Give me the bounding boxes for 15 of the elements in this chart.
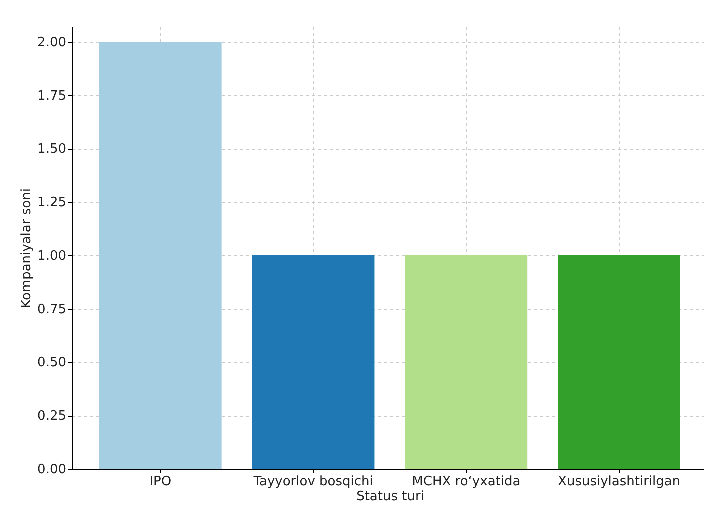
x-tick-label: Xususiylashtirilgan xyxy=(558,474,681,490)
y-tick-label: 0.00 xyxy=(38,462,66,478)
y-tick-label: 0.75 xyxy=(38,302,66,318)
y-tick-label: 0.50 xyxy=(38,356,66,371)
y-tick-label: 0.25 xyxy=(38,409,66,424)
y-axis-title: Kompaniyalar soni xyxy=(20,188,35,308)
x-tick-label: MCHX ro‘yxatida xyxy=(412,474,521,490)
x-tick-label: Tayyorlov bosqichi xyxy=(252,474,374,490)
x-tick-label: IPO xyxy=(150,474,172,490)
y-tick-label: 1.50 xyxy=(38,142,66,158)
y-tick-label: 1.75 xyxy=(38,88,66,104)
y-tick-label: 2.00 xyxy=(38,35,66,50)
y-tick-label: 1.00 xyxy=(38,248,66,264)
x-axis-title: Status turi xyxy=(356,490,424,504)
y-tick-label: 1.25 xyxy=(38,196,66,211)
